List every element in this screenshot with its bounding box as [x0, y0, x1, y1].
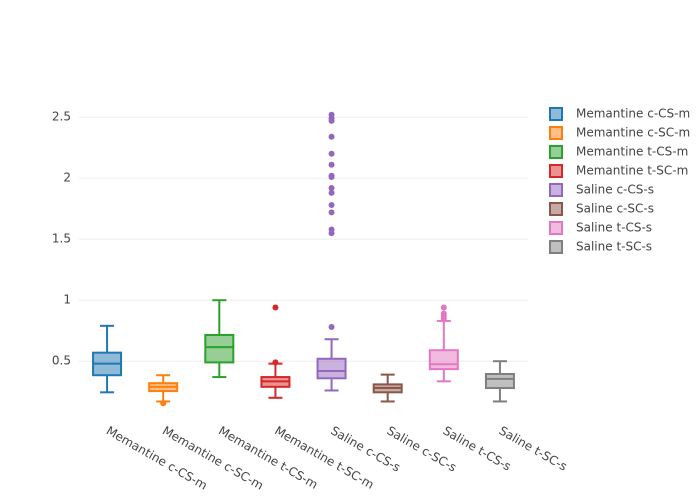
y-tick-label: 2 — [63, 171, 71, 185]
outlier — [328, 209, 335, 216]
y-tick-label: 0.5 — [52, 354, 71, 368]
outlier — [160, 400, 167, 407]
legend-swatch — [549, 221, 563, 235]
outlier — [328, 202, 335, 209]
legend-swatch — [549, 183, 563, 197]
x-tick-label: Memantine c-CS-m — [104, 424, 210, 493]
outlier — [328, 117, 335, 124]
outlier — [328, 189, 335, 196]
box — [204, 333, 235, 364]
legend-swatch — [549, 107, 563, 121]
box — [428, 349, 459, 371]
box — [484, 373, 515, 390]
y-tick-label: 1 — [63, 293, 71, 307]
legend-swatch — [549, 164, 563, 178]
outlier — [328, 133, 335, 140]
outlier — [272, 304, 279, 311]
outlier — [328, 173, 335, 180]
legend-label: Memantine c-CS-m — [576, 107, 690, 121]
y-tick-label: 2.5 — [52, 110, 71, 124]
legend-label: Memantine c-SC-m — [576, 126, 690, 140]
box — [316, 357, 347, 380]
x-tick-label: Memantine t-CS-m — [216, 424, 320, 492]
x-tick-label: Memantine c-SC-m — [160, 424, 266, 493]
legend-swatch — [549, 145, 563, 159]
legend-swatch — [549, 126, 563, 140]
outlier — [272, 359, 279, 366]
outlier — [328, 150, 335, 157]
outlier — [328, 161, 335, 168]
legend-swatch — [549, 202, 563, 216]
y-tick-label: 1.5 — [52, 232, 71, 246]
legend-label: Saline c-CS-s — [576, 183, 654, 197]
outlier — [440, 304, 447, 311]
outlier — [328, 230, 335, 237]
outlier — [440, 315, 447, 322]
legend-label: Saline t-SC-s — [576, 240, 652, 254]
x-tick-label: Memantine t-SC-m — [272, 424, 376, 492]
legend-label: Saline c-SC-s — [576, 202, 654, 216]
outlier — [328, 324, 335, 331]
legend-label: Memantine t-CS-m — [576, 145, 688, 159]
legend-swatch — [549, 240, 563, 254]
legend-label: Memantine t-SC-m — [576, 164, 688, 178]
legend-label: Saline t-CS-s — [576, 221, 652, 235]
outlier — [328, 184, 335, 191]
